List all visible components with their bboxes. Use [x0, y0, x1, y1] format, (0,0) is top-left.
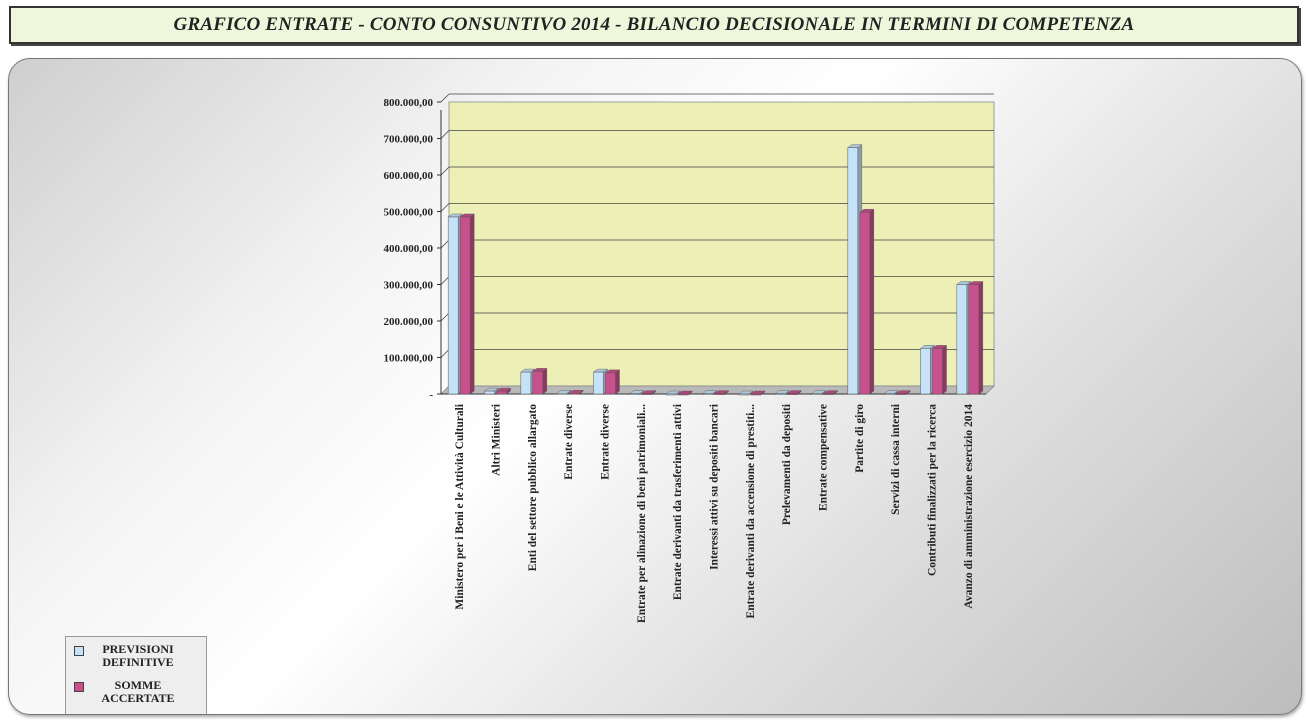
plot-back-wall [440, 101, 995, 395]
bar-previsioni [702, 393, 713, 395]
y-tick-label: 700.000,00 [384, 134, 434, 146]
bar-previsioni [883, 393, 895, 395]
bar-previsioni [774, 393, 786, 395]
x-tick-label: Servizi di cassa interni [890, 403, 902, 515]
bar-side-somme [542, 367, 548, 395]
bar-somme [496, 390, 507, 395]
bar-somme [677, 393, 689, 396]
bar-previsioni [956, 284, 968, 395]
legend-label-previsioni: PREVISIONI DEFINITIVE [102, 642, 174, 669]
bar-somme [568, 393, 580, 395]
bar-side-somme [978, 281, 984, 395]
y-tick-label: 100.000,00 [384, 353, 434, 365]
x-tick-label: Contributi finalizzati per la ricerca [927, 404, 939, 576]
chart-title: GRAFICO ENTRATE - CONTO CONSUNTIVO 2014 … [173, 14, 1135, 35]
gridline-depth [440, 166, 450, 176]
x-tick-label: Avanzo di amministrazione esercizio 2014 [963, 404, 975, 609]
bar-previsioni [447, 216, 459, 395]
gridline-depth [440, 203, 450, 212]
bar-previsioni [738, 393, 750, 396]
bar-previsioni [847, 147, 859, 395]
x-tick-label: Entrate per alinazione di beni patrimoni… [636, 404, 648, 623]
gridline-depth [440, 239, 450, 249]
legend-item-somme: SOMME ACCERTATE [74, 679, 200, 705]
bar-somme [823, 393, 834, 395]
x-tick-label: Ministero per i Beni e le Attività Cultu… [454, 403, 466, 609]
y-tick-label: 500.000,00 [384, 207, 434, 219]
legend-swatch-somme [74, 682, 84, 692]
x-tick-label: Entrate diverse [563, 404, 575, 480]
bar-somme [714, 393, 725, 395]
legend: PREVISIONI DEFINITIVE SOMME ACCERTATE [65, 636, 207, 714]
gridline-depth [440, 312, 450, 322]
bar-somme [895, 393, 907, 395]
bar-previsioni [811, 393, 822, 395]
y-tick-label: 800.000,00 [384, 97, 434, 109]
bar-previsioni [593, 371, 604, 395]
bar-side-somme [869, 208, 875, 395]
bar-previsioni [484, 390, 495, 395]
x-tick-label: Altri Ministeri [491, 403, 503, 476]
bar-somme [641, 393, 653, 395]
bar-side-somme [615, 369, 620, 395]
bar-previsioni [520, 371, 532, 395]
bar-somme [786, 393, 798, 395]
x-tick-label: Partite di giro [854, 404, 866, 473]
bar-somme [459, 216, 471, 395]
y-tick-label: 300.000,00 [384, 280, 434, 292]
legend-label-somme: SOMME ACCERTATE [101, 678, 175, 705]
x-tick-label: Prelevamenti da depositi [781, 403, 793, 525]
x-tick-label: Entrate derivanti da trasferimenti attiv… [672, 403, 684, 600]
bar-previsioni [556, 393, 568, 395]
legend-swatch-previsioni [74, 646, 84, 656]
y-tick-label: 200.000,00 [384, 316, 434, 328]
bar-previsioni [920, 348, 931, 395]
y-tick-label: 600.000,00 [384, 170, 434, 182]
y-tick-label: 400.000,00 [384, 243, 434, 255]
bar-somme [750, 393, 762, 396]
x-tick-label: Interessi attivi su depositi bancari [709, 403, 721, 570]
x-tick-label: Entrate derivanti da accensione di prest… [745, 404, 757, 619]
bar-somme [968, 284, 980, 395]
bar-somme [605, 372, 616, 395]
bar-previsioni [629, 393, 641, 395]
legend-item-previsioni: PREVISIONI DEFINITIVE [74, 643, 200, 669]
bar-somme [532, 371, 544, 395]
x-tick-label: Entrate diverse [600, 404, 612, 480]
bar-somme [932, 348, 943, 395]
bar-somme [859, 211, 871, 395]
gridline-depth [440, 93, 450, 103]
y-tick-label: - [429, 389, 433, 401]
bar-previsioni [665, 393, 677, 396]
bar-side-somme [469, 213, 475, 395]
chart-panel: - 100.000,00 200.000,00 300.000,00 400.000,0… [8, 58, 1302, 715]
x-tick-label: Enti del settore pubblico allargato [527, 404, 539, 571]
bar-chart: - 100.000,00 200.000,00 300.000,00 400.000,0… [384, 93, 995, 623]
title-bar: GRAFICO ENTRATE - CONTO CONSUNTIVO 2014 … [9, 6, 1299, 44]
gridline-depth [440, 349, 450, 358]
bar-side-somme [942, 344, 947, 395]
gridline-depth [440, 276, 450, 285]
x-tick-label: Entrate compensative [818, 404, 830, 511]
gridline-depth [440, 130, 450, 139]
